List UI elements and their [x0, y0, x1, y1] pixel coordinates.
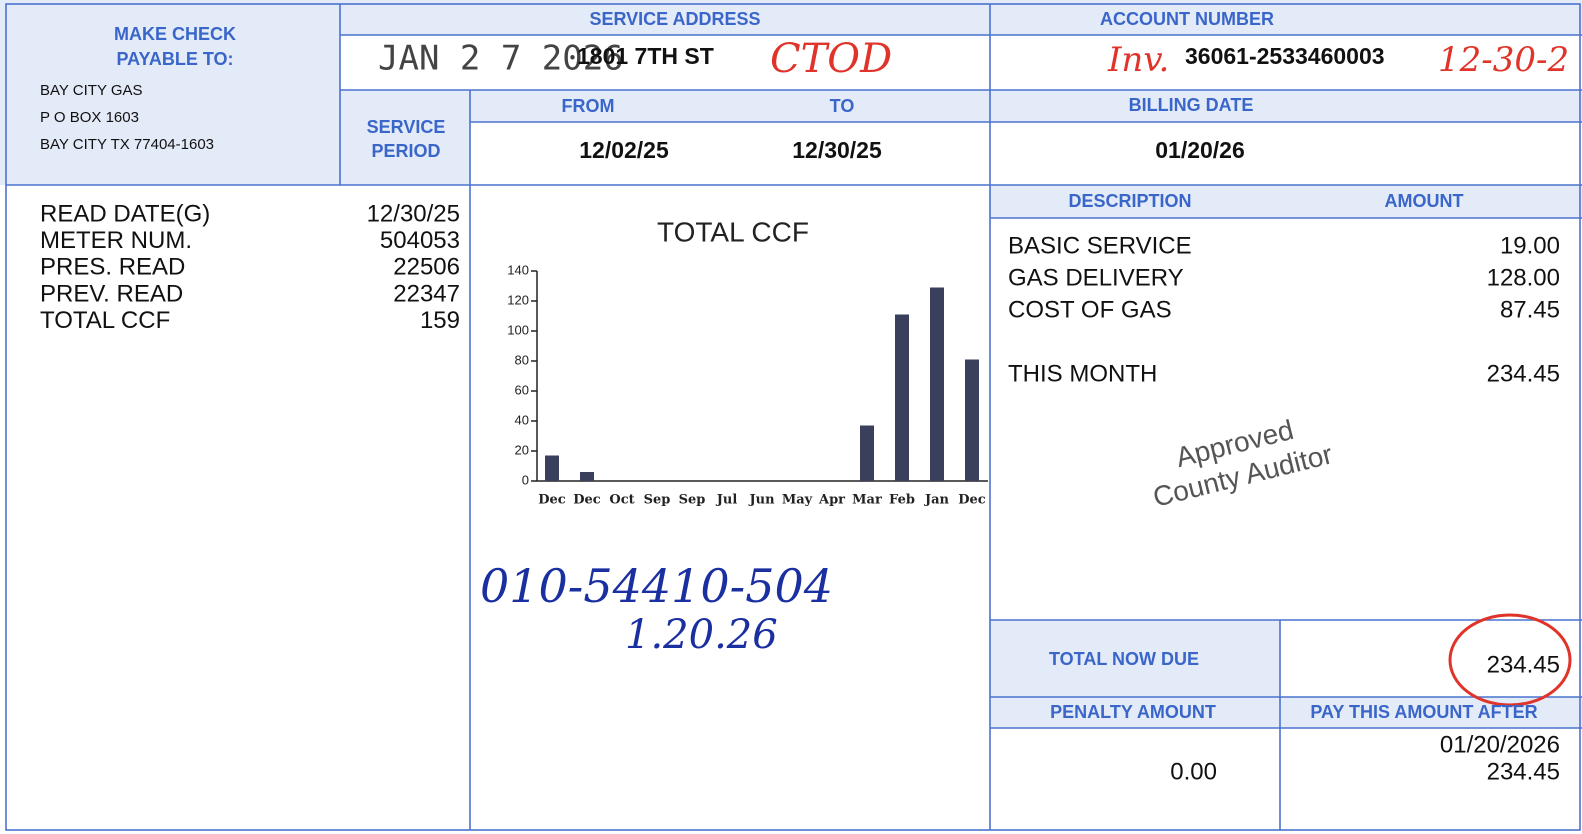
meter-label: PREV. READ	[40, 280, 183, 307]
meter-value: 22347	[393, 280, 460, 307]
service-period-label: SERVICE	[367, 117, 446, 137]
meter-value: 159	[420, 307, 460, 334]
charge-label: BASIC SERVICE	[1008, 232, 1192, 259]
x-tick-label: Feb	[889, 493, 915, 508]
handwritten-code: CTOD	[770, 36, 892, 82]
x-tick-label: Dec	[573, 493, 601, 508]
bar	[930, 288, 944, 482]
meter-value: 22506	[393, 254, 460, 281]
y-tick-label: 20	[515, 442, 529, 457]
charge-label: COST OF GAS	[1008, 296, 1172, 323]
bill: MAKE CHECK PAYABLE TO: BAY CITY GAS P O …	[0, 0, 1582, 834]
total-due: 234.45	[1487, 651, 1560, 678]
charges: BASIC SERVICE 19.00 GAS DELIVERY 128.00 COST…	[1008, 232, 1560, 323]
charge-amount: 19.00	[1500, 232, 1560, 259]
y-tick-label: 0	[522, 472, 529, 487]
bar	[580, 472, 594, 481]
meter-readings: READ DATE(G) 12/30/25 METER NUM. 504053 PRES…	[40, 200, 460, 334]
x-tick-label: Jan	[924, 493, 950, 508]
billing-date-label: BILLING DATE	[1129, 95, 1254, 115]
bar	[895, 315, 909, 482]
charge-amount: 128.00	[1487, 264, 1560, 291]
penalty-label: PENALTY AMOUNT	[1050, 702, 1216, 722]
x-tick-label: Dec	[538, 493, 566, 508]
handwritten-date: 1.20.26	[625, 612, 778, 658]
description-header: DESCRIPTION	[1068, 191, 1191, 211]
y-tick-label: 120	[507, 292, 529, 307]
service-address: 1801 7TH ST	[577, 43, 714, 69]
total-label: THIS MONTH	[1008, 360, 1157, 387]
payee-line: P O BOX 1603	[40, 109, 139, 126]
account-number: 36061-2533460003	[1185, 43, 1385, 69]
payee-line: BAY CITY TX 77404-1603	[40, 136, 214, 153]
y-tick-label: 80	[515, 352, 529, 367]
pay-after-label: PAY THIS AMOUNT AFTER	[1310, 702, 1537, 722]
total-due-label: TOTAL NOW DUE	[1049, 649, 1199, 669]
x-tick-label: Jul	[716, 493, 738, 508]
charge-label: GAS DELIVERY	[1008, 264, 1184, 291]
meter-label: METER NUM.	[40, 227, 192, 254]
from-label: FROM	[562, 96, 615, 116]
x-tick-label: Jun	[748, 493, 775, 508]
pay-after-amount: 234.45	[1487, 758, 1560, 785]
bar	[965, 360, 979, 482]
meter-label: PRES. READ	[40, 254, 185, 281]
payable-label: PAYABLE TO:	[116, 49, 233, 69]
y-tick-label: 60	[515, 382, 529, 397]
approval-stamp: Approved County Auditor	[1142, 406, 1336, 513]
y-tick-label: 140	[507, 262, 529, 277]
handwritten-invoice: Inv.	[1107, 40, 1169, 80]
to-date: 12/30/25	[792, 137, 882, 163]
x-tick-label: Dec	[958, 493, 986, 508]
penalty-amount: 0.00	[1170, 758, 1217, 785]
bar	[860, 426, 874, 482]
chart-title: TOTAL CCF	[657, 216, 809, 247]
from-date: 12/02/25	[579, 137, 669, 163]
x-tick-label: May	[782, 493, 813, 508]
meter-label: READ DATE(G)	[40, 200, 210, 227]
x-tick-label: Apr	[818, 493, 845, 508]
total-amount: 234.45	[1487, 360, 1560, 387]
to-label: TO	[830, 96, 855, 116]
x-tick-label: Mar	[852, 493, 882, 508]
form-shading	[0, 0, 1582, 728]
bar	[545, 456, 559, 482]
billing-date: 01/20/26	[1155, 137, 1245, 163]
handwritten-gl-code: 010-54410-504	[480, 559, 833, 613]
account-label: ACCOUNT NUMBER	[1100, 9, 1274, 29]
charge-amount: 87.45	[1500, 296, 1560, 323]
pay-after-date: 01/20/2026	[1440, 731, 1560, 758]
service-address-label: SERVICE ADDRESS	[589, 9, 760, 29]
y-tick-label: 40	[515, 412, 529, 427]
payee-line: BAY CITY GAS	[40, 82, 143, 99]
payable-label: MAKE CHECK	[114, 24, 236, 44]
service-period-label: PERIOD	[371, 141, 440, 161]
x-tick-label: Sep	[679, 493, 706, 508]
x-tick-label: Oct	[609, 493, 634, 508]
x-tick-label: Sep	[644, 493, 671, 508]
meter-label: TOTAL CCF	[40, 307, 170, 334]
meter-value: 504053	[380, 227, 460, 254]
y-tick-label: 100	[507, 322, 529, 337]
handwritten-invoice-date: 12-30-2	[1438, 40, 1569, 80]
meter-value: 12/30/25	[367, 200, 460, 227]
amount-header: AMOUNT	[1385, 191, 1464, 211]
usage-chart: 0 20 40 60 80 100 120 140 Dec Dec Oct Sep Sep Jul Jun M…	[507, 262, 988, 507]
